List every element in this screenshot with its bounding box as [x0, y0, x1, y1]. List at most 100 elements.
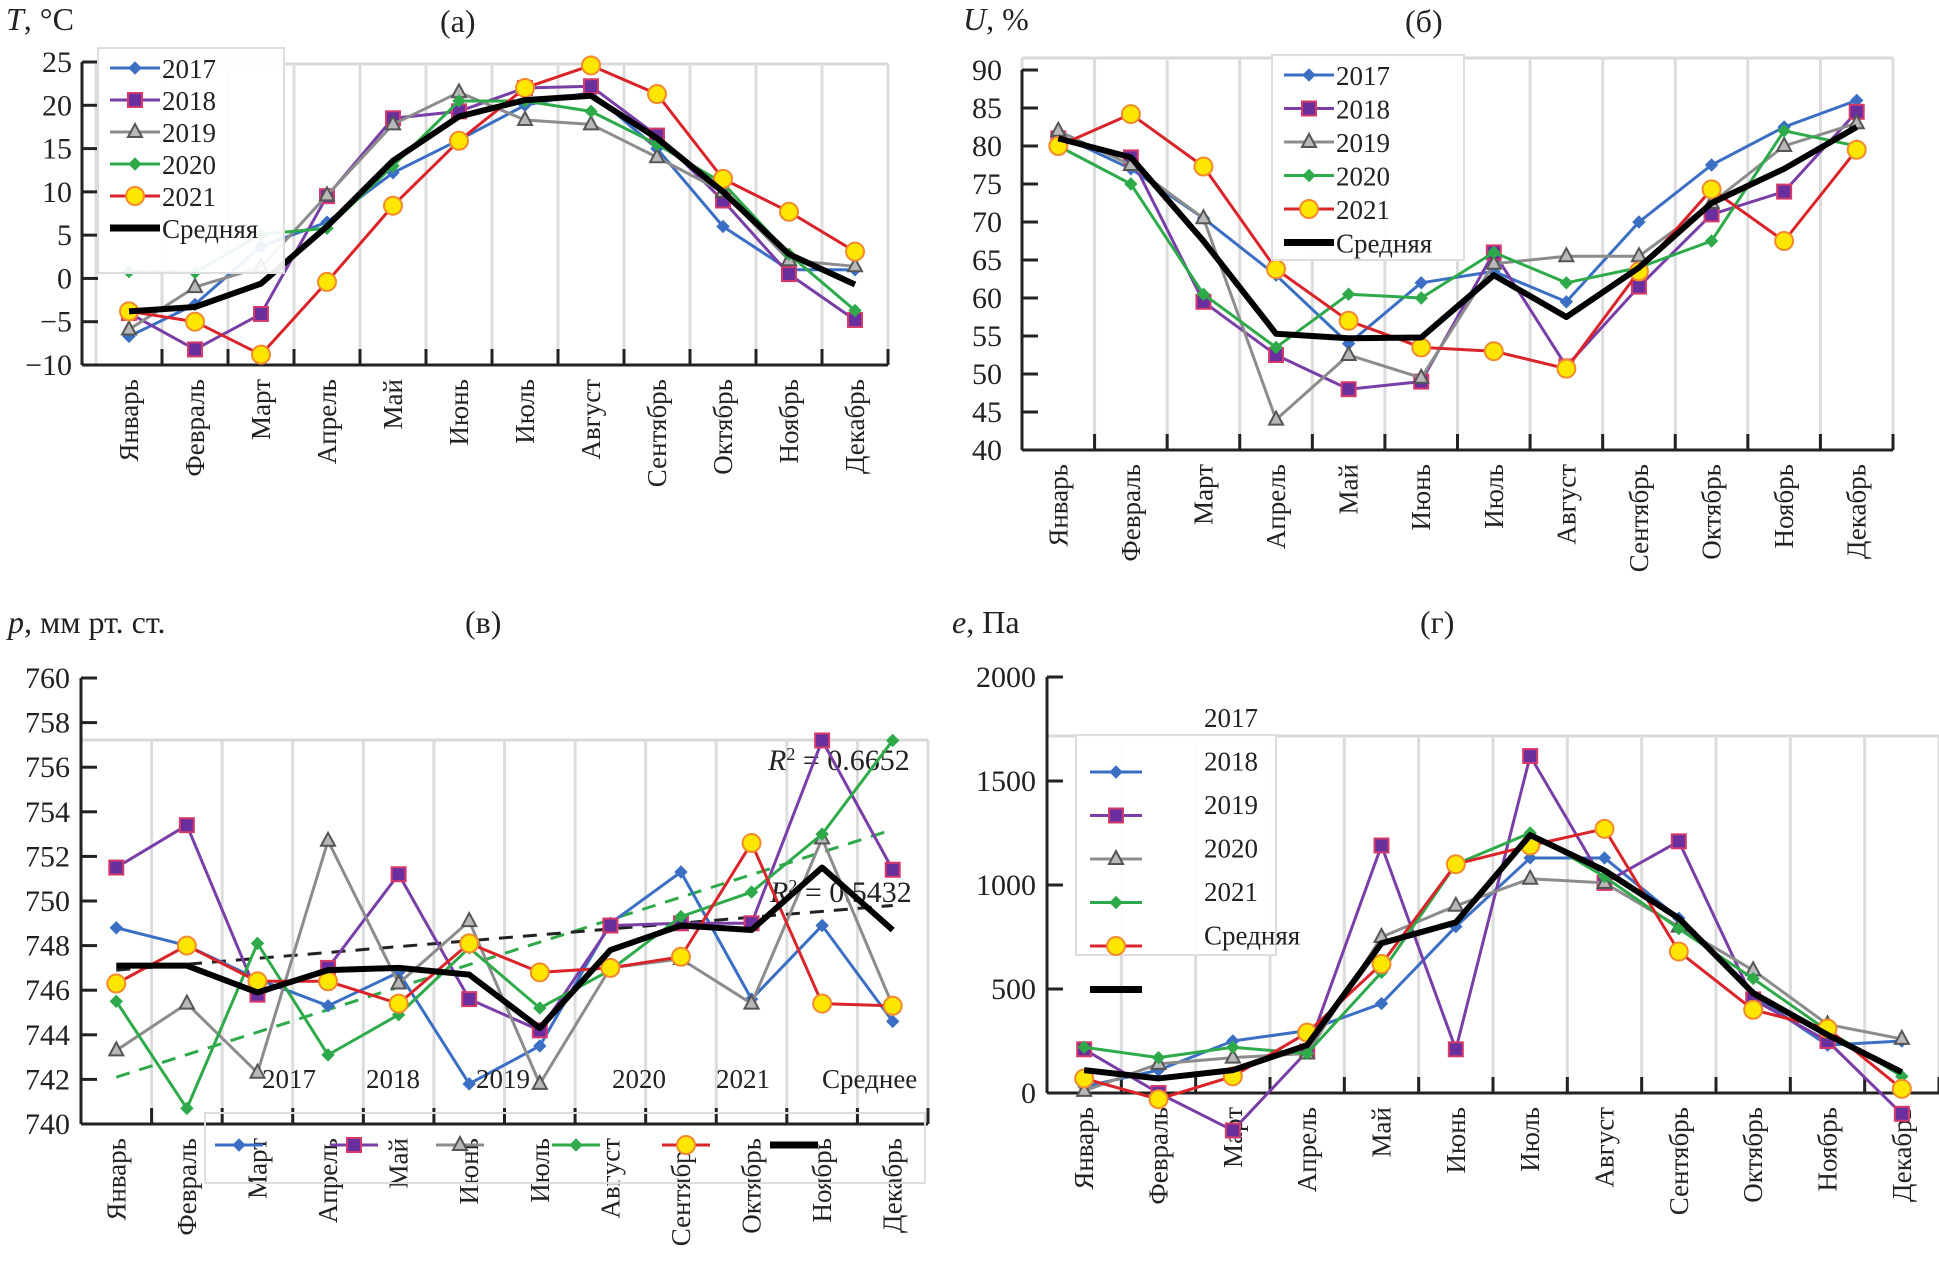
- legend-box: [1271, 54, 1465, 261]
- legend-label: 2018: [1204, 747, 1258, 777]
- y-tick-label: 0: [57, 262, 72, 295]
- data-point: [108, 859, 125, 876]
- legend-label: 2017: [1336, 61, 1390, 91]
- data-point: [742, 993, 761, 1010]
- y-tick-label: 500: [991, 973, 1036, 1006]
- data-point: [779, 201, 799, 222]
- panel-label: (в): [465, 604, 501, 640]
- data-point: [1374, 996, 1389, 1011]
- series-line: [115, 739, 894, 1110]
- data-point: [178, 993, 196, 1010]
- legend-marker: [1108, 807, 1124, 824]
- y-tick-label: 746: [25, 974, 70, 1007]
- legend-label: 2018: [1336, 95, 1390, 125]
- data-point: [1120, 104, 1141, 125]
- data-point: [1594, 818, 1615, 839]
- data-point: [516, 109, 534, 127]
- y-tick-label: 20: [42, 89, 72, 122]
- data-point: [1487, 245, 1501, 260]
- data-point: [1668, 941, 1689, 962]
- legend-marker: [1302, 68, 1316, 82]
- legend-marker: [1107, 848, 1125, 865]
- data-point: [1414, 276, 1428, 290]
- x-axis: ЯнварьФевральМартАпрельМайИюньИюльАвгуст…: [1047, 1077, 1939, 1215]
- data-point: [848, 303, 862, 318]
- data-point: [1891, 1078, 1912, 1099]
- data-point: [744, 885, 759, 899]
- panel-vapor-pressure: e, Па (г) 0 500 1000 1500 2000 Январь Февраль М…: [952, 604, 1939, 1215]
- legend-label: 2017: [262, 1064, 316, 1094]
- data-point: [1340, 381, 1357, 398]
- x-tick-label: Февраль: [180, 379, 210, 477]
- data-point: [1077, 1040, 1091, 1054]
- y-tick-label: 90: [972, 54, 1002, 87]
- data-point: [529, 962, 550, 983]
- series-line: [1057, 124, 1859, 342]
- series-2021: [1074, 818, 1912, 1110]
- data-point: [584, 104, 598, 119]
- x-tick-label: Май: [1367, 1107, 1397, 1157]
- legend-label: 2021: [716, 1064, 770, 1094]
- x-tick-label: Ноябрь: [774, 379, 804, 463]
- series-line: [128, 63, 856, 357]
- data-point: [647, 84, 667, 105]
- y-tick-label: 752: [25, 840, 70, 873]
- x-tick-label: Январь: [114, 379, 144, 462]
- data-point: [389, 973, 408, 990]
- data-point: [1630, 278, 1647, 295]
- data-point: [384, 114, 402, 131]
- legend-marker: [569, 1138, 583, 1152]
- data-point: [1597, 851, 1612, 865]
- legend-label: 2021: [1204, 877, 1258, 907]
- series-line: [1083, 754, 1903, 1132]
- y-tick-label: 0: [1021, 1077, 1036, 1110]
- y-tick-label: 15: [42, 133, 72, 166]
- data-point: [670, 946, 691, 967]
- data-point: [814, 732, 831, 749]
- legend-marker: [125, 186, 145, 206]
- y-tick-label: 40: [972, 434, 1002, 467]
- data-point: [462, 1077, 476, 1091]
- x-tick-label: Июнь: [1406, 464, 1436, 530]
- data-point: [1746, 971, 1760, 986]
- data-point: [317, 271, 337, 292]
- data-point: [253, 305, 269, 322]
- data-point: [251, 344, 271, 365]
- x-tick-label: Август: [595, 1138, 625, 1219]
- data-point: [882, 995, 903, 1016]
- x-tick-label: Январь: [1043, 464, 1073, 547]
- data-point: [600, 957, 621, 978]
- data-point: [1447, 1041, 1464, 1058]
- data-point: [318, 185, 336, 202]
- data-point: [1522, 748, 1539, 765]
- legend-label: 2020: [162, 150, 216, 180]
- data-point: [815, 918, 829, 933]
- data-point: [1411, 337, 1432, 358]
- legend-label: 2021: [162, 182, 216, 212]
- data-point: [321, 999, 335, 1013]
- legend-marker: [1109, 765, 1123, 779]
- x-tick-label: Январь: [1069, 1107, 1099, 1190]
- x-tick-label: Декабрь: [1842, 464, 1872, 559]
- legend-marker: [1109, 895, 1123, 910]
- data-point: [1556, 358, 1577, 379]
- data-point: [248, 1062, 267, 1079]
- data-point: [1414, 291, 1428, 305]
- y-axis: −10 −5 0 5 10 15 20 25: [25, 46, 98, 382]
- y-tick-label: 754: [25, 796, 70, 829]
- x-tick-label: Сентябрь: [1664, 1107, 1694, 1215]
- y-tick-label: 80: [972, 130, 1002, 163]
- data-point: [1559, 276, 1574, 290]
- data-point: [815, 827, 829, 841]
- x-tick-label: Июль: [1479, 464, 1509, 529]
- y-tick-label: 744: [25, 1019, 70, 1052]
- x-tick-label: Декабрь: [878, 1138, 908, 1233]
- data-point: [845, 241, 865, 262]
- series-2021: [106, 833, 903, 1016]
- y-tick-label: 55: [972, 320, 1002, 353]
- data-point: [1049, 120, 1067, 137]
- data-point: [1151, 1050, 1166, 1065]
- y-tick-label: 1500: [976, 765, 1036, 798]
